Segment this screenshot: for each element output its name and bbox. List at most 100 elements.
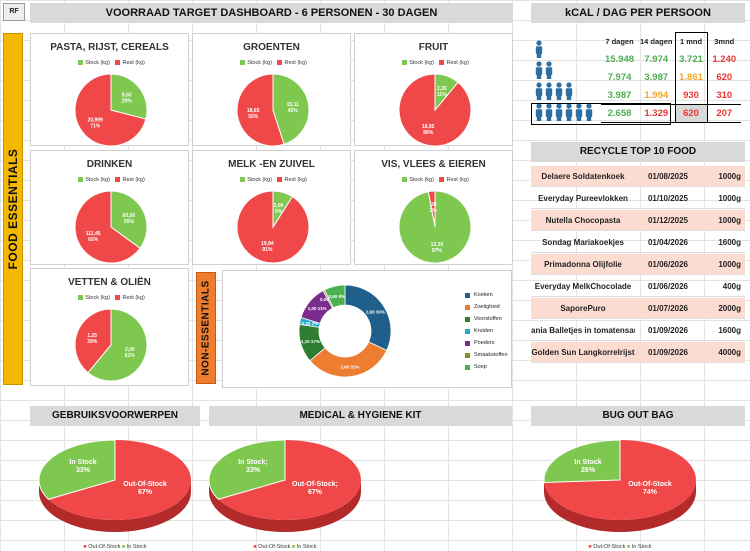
kcal-cell: 207 xyxy=(716,108,733,119)
pie-legend: Stock (kg) Rest (kg) xyxy=(355,177,512,183)
food-panel-title: DRINKEN xyxy=(86,159,133,170)
bottom-pie-chart: In Stock 26% Out-Of-Stock 74% ■ Out-Of-Stock… xyxy=(543,439,696,550)
food-panel: VIS, VLEES & EIEREN Stock (kg) Rest (kg)… xyxy=(354,150,513,265)
pie-label-rest: ,38 3% xyxy=(429,202,437,214)
recycle-row[interactable]: Primadonna Olijfolie 01/06/2026 1000g xyxy=(531,254,745,275)
food-panel-title: GROENTEN xyxy=(243,42,300,53)
pie-label-rest: 20,999 71% xyxy=(87,117,103,129)
pie-slice-stock xyxy=(110,190,147,249)
pie-slice-stock xyxy=(398,190,471,264)
pie-slice-rest xyxy=(74,308,112,374)
non-essentials-sidebar: NON-ESSENTIALS xyxy=(196,272,216,384)
donut-chart: 2,60 30% 2,60 31% 1,10 17% 0,20 2% 1,00 11% 0… xyxy=(298,284,392,378)
recycle-row[interactable]: ania Balletjes in tomatensau 01/09/2026 … xyxy=(531,320,745,341)
legend-stock-label: Stock (kg) xyxy=(85,177,110,183)
legend-stock-label: Stock (kg) xyxy=(85,60,110,66)
recycle-title: RECYCLE TOP 10 FOOD xyxy=(531,142,745,162)
kcal-header-7: 7 dagen xyxy=(605,37,634,46)
non-essentials-label: NON-ESSENTIALS xyxy=(200,280,212,376)
legend-swatch xyxy=(465,364,470,370)
pie-chart: 8,60 29% 20,999 71% xyxy=(74,73,147,147)
pie-legend: Stock (kg) Rest (kg) xyxy=(193,177,350,183)
legend-swatch xyxy=(465,328,470,334)
recycle-item-qty: 4000g xyxy=(718,347,741,357)
legend-swatch xyxy=(78,295,84,301)
pie-label-in-stock: In Stock; 33% xyxy=(238,459,268,474)
person-icon xyxy=(545,61,553,79)
pie-label-out-of-stock: Out-Of-Stock 74% xyxy=(628,481,672,496)
pie-label-out-of-stock: Out-Of-Stock; 67% xyxy=(292,481,338,496)
pie-label-stock: 12,30 97% xyxy=(430,242,443,254)
legend-stock-label: Stock (kg) xyxy=(247,60,272,66)
pie-3d-side xyxy=(39,480,191,532)
recycle-item-name: Golden Sun Langkorrelrijst xyxy=(531,347,635,357)
legend-swatch xyxy=(465,304,470,310)
recycle-item-date: 01/08/2025 xyxy=(647,171,689,181)
legend-stock-label: Stock (kg) xyxy=(409,177,434,183)
legend-rest-label: Rest (kg) xyxy=(122,177,145,183)
bottom-chart-title: MEDICAL & HYGIENE KIT xyxy=(209,406,512,426)
donut-legend-item: Koeken xyxy=(465,289,508,301)
food-panel: DRINKEN Stock (kg) Rest (kg) 60,00 35% 111… xyxy=(30,150,189,265)
legend-stock-label: Stock (kg) xyxy=(85,295,110,301)
food-panel: MELK -EN ZUIVEL Stock (kg) Rest (kg) 2,0… xyxy=(192,150,351,265)
recycle-item-name: Everyday Pureevlokken xyxy=(538,193,628,203)
kcal-cell: 2.658 xyxy=(607,108,632,119)
recycle-row[interactable]: Nutella Chocopasta 01/12/2025 1000g xyxy=(531,210,745,231)
food-panel: FRUIT Stock (kg) Rest (kg) 2,35 11% 18,95 8… xyxy=(354,33,513,147)
donut-legend-item: Poeders xyxy=(465,337,508,349)
person-icon xyxy=(575,103,583,121)
donut-label: 1,10 17% xyxy=(301,339,320,344)
recycle-item-date: 01/04/2026 xyxy=(647,237,689,247)
pie-label-in-stock: In Stock 26% xyxy=(574,459,601,474)
recycle-item-name: SaporePuro xyxy=(560,303,606,313)
recycle-item-date: 01/12/2025 xyxy=(647,215,689,225)
non-essentials-donut-panel: 2,60 30% 2,60 31% 1,10 17% 0,20 2% 1,00 11% 0… xyxy=(222,270,512,388)
recycle-item-date: 01/10/2025 xyxy=(647,193,689,203)
kcal-cell: 620 xyxy=(716,72,733,83)
legend-rest-label: Rest (kg) xyxy=(446,60,469,66)
pie-chart: 2,35 11% 18,95 89% xyxy=(398,73,471,147)
donut-legend-label: Smaakstoffen xyxy=(474,352,508,358)
recycle-item-date: 01/06/2026 xyxy=(647,281,689,291)
bottom-chart-title: GEBRUIKSVOORWERPEN xyxy=(30,406,200,426)
pie-label-stock: 2,00 61% xyxy=(124,347,135,359)
food-panel-title: FRUIT xyxy=(418,42,449,53)
donut-label: 1,00 11% xyxy=(308,306,327,311)
legend-swatch xyxy=(240,177,246,183)
bottom-legend: ■ Out-Of-Stock ■ In Stock xyxy=(253,544,316,550)
recycle-row[interactable]: Everyday Pureevlokken 01/10/2025 1000g xyxy=(531,188,745,209)
donut-legend-label: Poeders xyxy=(474,340,495,346)
pie-slice-rest xyxy=(74,190,141,264)
ref-button[interactable]: RF xyxy=(3,3,25,21)
recycle-item-name: Sondag Mariakoekjes xyxy=(542,237,624,247)
recycle-row[interactable]: Delaere Soldatenkoek 01/08/2025 1000g xyxy=(531,166,745,187)
food-panel-title: VIS, VLEES & EIEREN xyxy=(381,159,486,170)
kcal-cell: 1.240 xyxy=(712,54,737,65)
recycle-row[interactable]: Everyday MelkChocolade 01/06/2026 400g xyxy=(531,276,745,297)
pie-label-stock: 15,11 45% xyxy=(286,102,298,114)
pie-label-in-stock: In Stock 33% xyxy=(69,459,96,474)
kcal-cell: 3.987 xyxy=(644,72,669,83)
legend-rest-label: Rest (kg) xyxy=(122,295,145,301)
person-icon xyxy=(555,82,563,100)
legend-swatch xyxy=(439,177,445,183)
kcal-header-1m: 1 mnd xyxy=(674,32,708,51)
pie-label-stock: 8,60 29% xyxy=(121,93,132,105)
person-icon xyxy=(555,103,563,121)
bottom-legend: ■ Out-Of-Stock ■ In Stock xyxy=(588,544,651,550)
pie-legend: Stock (kg) Rest (kg) xyxy=(193,60,350,66)
recycle-row[interactable]: Golden Sun Langkorrelrijst 01/09/2026 40… xyxy=(531,342,745,363)
recycle-row[interactable]: Sondag Mariakoekjes 01/04/2026 1600g xyxy=(531,232,745,253)
legend-swatch xyxy=(240,60,246,66)
person-icon xyxy=(535,103,543,121)
legend-swatch xyxy=(277,177,283,183)
recycle-item-date: 01/07/2026 xyxy=(647,303,689,313)
recycle-item-qty: 400g xyxy=(722,281,741,291)
recycle-item-date: 01/09/2026 xyxy=(647,325,689,335)
kcal-cell: 310 xyxy=(716,89,733,101)
kcal-title: kCAL / DAG PER PERSOON xyxy=(531,3,745,23)
donut-legend: Koeken Zoetigheid Voorstoffen Kruiden Poeder… xyxy=(465,289,508,373)
recycle-row[interactable]: SaporePuro 01/07/2026 2000g xyxy=(531,298,745,319)
kcal-cell: 7.974 xyxy=(607,72,632,83)
